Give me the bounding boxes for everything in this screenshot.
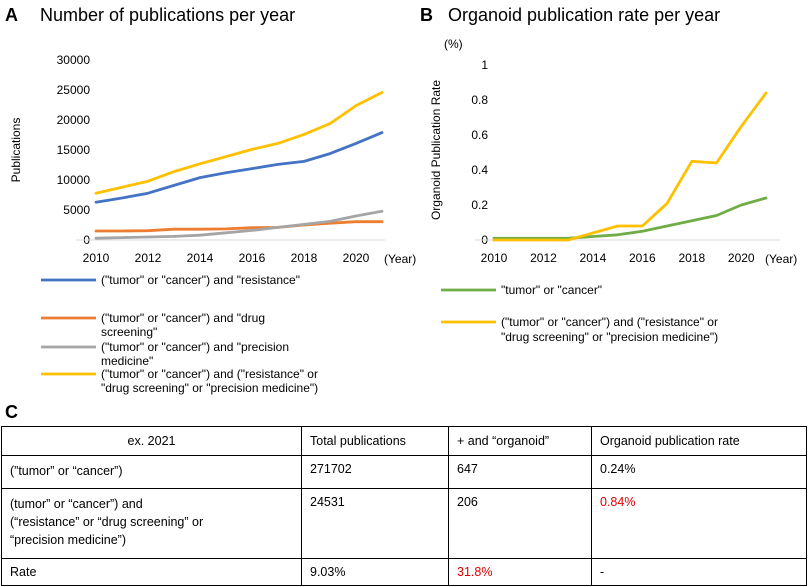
legend-entry-text: ("tumor" or "cancer") and "drug	[101, 311, 265, 325]
panel-b-title: Organoid publication rate per year	[448, 5, 720, 25]
row-query-cell: (”tumor” or “cancer”)	[1, 455, 302, 489]
y-tick-label: 30000	[57, 53, 91, 67]
row-organoid-cell: 647	[448, 455, 592, 489]
y-tick-label: 1	[481, 58, 488, 72]
row-query-line: (”tumor” or “cancer”)	[10, 464, 123, 478]
x-tick-label: 2018	[678, 251, 705, 265]
table-row: (”tumor” or “cancer”) 271702 647 0.24%	[1, 455, 807, 489]
y-tick-label: 15000	[57, 143, 91, 157]
panel-a-chart: A Number of publications per year Public…	[5, 5, 416, 395]
x-tick-label: 2016	[239, 251, 266, 265]
x-tick-label: 2010	[481, 251, 508, 265]
x-tick-label: 2012	[135, 251, 162, 265]
x-tick-label: 2020	[728, 251, 755, 265]
header-cell-total: Total publications	[301, 426, 449, 456]
series-line	[94, 131, 384, 204]
figure-charts: A Number of publications per year Public…	[5, 5, 797, 420]
panel-a-x-ticks: 2010 2012 2014 2016 2018 2020	[83, 251, 370, 265]
row-total-cell: 271702	[301, 455, 449, 489]
legend-entry-text: "tumor" or "cancer"	[501, 283, 602, 297]
panel-b-legend: "tumor" or "cancer" ("tumor" or "cancer")…	[441, 283, 718, 344]
y-tick-label: 5000	[63, 203, 90, 217]
panel-b-y-ticks: 00.20.40.60.81	[471, 58, 488, 247]
panel-b-unit-label: (%)	[444, 37, 463, 51]
row-rate-cell: 0.84%	[591, 488, 807, 559]
row-total-cell: 24531	[301, 488, 449, 559]
x-tick-label: 2010	[83, 251, 110, 265]
panel-a-letter: A	[5, 5, 18, 25]
panel-b-x-unit: (Year)	[765, 252, 797, 266]
row-query-line: “precision medicine”)	[10, 533, 127, 547]
series-line	[94, 220, 384, 233]
panel-c-letter: C	[5, 402, 18, 420]
panel-a-series	[94, 91, 384, 240]
legend-entry-text: "drug screening" or "precision medicine"…	[101, 381, 318, 395]
row-query-cell: (tumor” or “cancer”) and (“resistance” o…	[1, 488, 302, 559]
series-line	[492, 196, 768, 240]
panel-b-chart: B Organoid publication rate per year (%)…	[420, 5, 797, 344]
legend-entry-text: medicine"	[101, 354, 153, 368]
header-cell-organoid: + and “organoid”	[448, 426, 592, 456]
rate-rate-cell: -	[591, 558, 807, 586]
y-tick-label: 0.4	[471, 163, 488, 177]
header-cell-rate: Organoid publication rate	[591, 426, 807, 456]
legend-entry-text: ("tumor" or "cancer") and "precision	[101, 340, 289, 354]
y-tick-label: 10000	[57, 173, 91, 187]
rate-organoid-cell: 31.8%	[448, 558, 592, 586]
header-cell-query: ex. 2021	[1, 426, 302, 456]
legend-entry-text: screening"	[101, 325, 157, 339]
x-tick-label: 2014	[580, 251, 607, 265]
y-tick-label: 25000	[57, 83, 91, 97]
row-query-line: (tumor” or “cancer”) and	[10, 497, 143, 511]
series-line	[94, 91, 384, 195]
legend-entry-text: "drug screening" or "precision medicine"…	[501, 330, 718, 344]
panel-a-title: Number of publications per year	[40, 5, 295, 25]
x-tick-label: 2016	[629, 251, 656, 265]
table-header-row: ex. 2021 Total publications + and “organ…	[1, 426, 807, 456]
y-tick-label: 0.2	[471, 198, 488, 212]
y-tick-label: 0.8	[471, 93, 488, 107]
row-rate-cell: 0.24%	[591, 455, 807, 489]
x-tick-label: 2014	[187, 251, 214, 265]
panel-b-series	[492, 91, 768, 242]
panel-b-x-ticks: 2010 2012 2014 2016 2018 2020	[481, 251, 755, 265]
legend-entry-text: ("tumor" or "cancer") and ("resistance" …	[501, 315, 718, 329]
panel-b-letter: B	[420, 5, 433, 25]
x-tick-label: 2012	[530, 251, 557, 265]
x-tick-label: 2018	[291, 251, 318, 265]
rate-total-cell: 9.03%	[301, 558, 449, 586]
legend-entry-text: ("tumor" or "cancer") and "resistance"	[101, 273, 300, 287]
panel-a-x-unit: (Year)	[384, 252, 416, 266]
panel-a-y-axis-label: Publications	[9, 118, 23, 183]
panel-b-y-axis-label: Organoid Publication Rate	[429, 80, 443, 220]
series-line	[94, 209, 384, 240]
series-line	[492, 91, 768, 242]
x-tick-label: 2020	[343, 251, 370, 265]
y-tick-label: 20000	[57, 113, 91, 127]
y-tick-label: 0.6	[471, 128, 488, 142]
table-row: (tumor” or “cancer”) and (“resistance” o…	[1, 488, 807, 559]
row-organoid-cell: 206	[448, 488, 592, 559]
table-rate-row: Rate 9.03% 31.8% -	[1, 558, 807, 586]
legend-entry-text: ("tumor" or "cancer") and ("resistance" …	[101, 367, 318, 381]
rate-label-cell: Rate	[1, 558, 302, 586]
row-query-line: (“resistance” or “drug screening” or	[10, 515, 204, 529]
publications-table: ex. 2021 Total publications + and “organ…	[1, 426, 807, 586]
panel-a-legend: ("tumor" or "cancer") and "resistance" ("…	[41, 273, 318, 395]
